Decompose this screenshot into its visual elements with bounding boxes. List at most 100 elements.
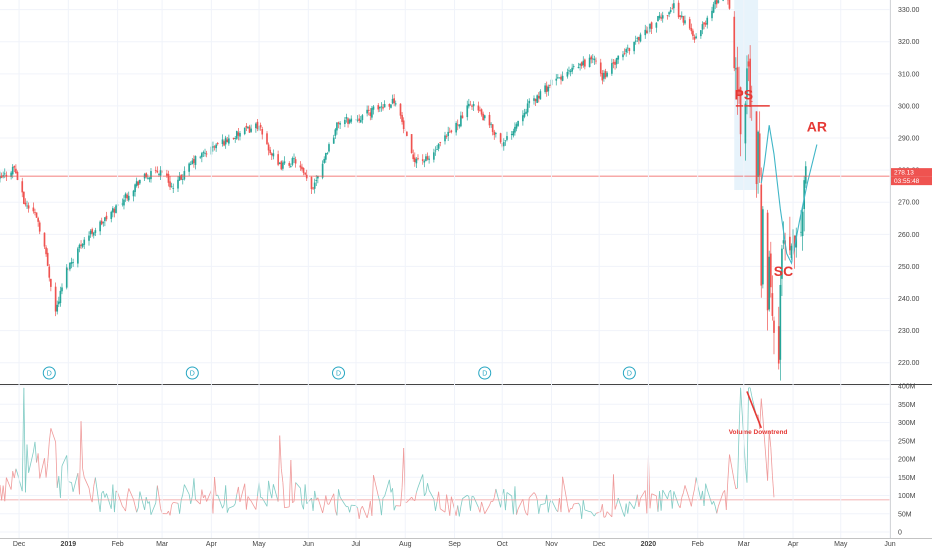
volume-segment [706, 484, 708, 490]
volume-segment [183, 485, 185, 495]
price-tick-label: 230.00 [898, 328, 920, 335]
volume-segment [2, 486, 4, 501]
volume-segment [718, 493, 723, 507]
candle-body [72, 262, 74, 263]
volume-segment [458, 505, 460, 516]
volume-tick-label: 300M [898, 420, 916, 427]
candle-body [126, 195, 128, 199]
volume-tick-label: 150M [898, 475, 916, 482]
volume-segment [394, 506, 396, 511]
volume-segment [583, 500, 585, 510]
volume-segment [251, 501, 256, 509]
candle-body [484, 115, 486, 118]
dividend-marker-label: D [627, 371, 632, 378]
volume-segment [482, 502, 484, 507]
candle-body [206, 154, 208, 155]
candle-body [66, 267, 68, 287]
volume-segment [5, 478, 7, 502]
volume-segment [340, 497, 345, 505]
candle-body [455, 123, 457, 132]
candle-body [595, 61, 597, 62]
volume-segment [313, 491, 315, 511]
volume-segment [38, 453, 40, 478]
candle-body [395, 103, 397, 104]
candle-body [733, 17, 735, 68]
candle-body [592, 58, 594, 59]
candle-body [133, 191, 135, 197]
candle-body [317, 176, 319, 178]
candle-body [325, 153, 327, 160]
candle-body [425, 156, 427, 161]
candle-body [323, 159, 325, 163]
volume-segment [138, 491, 140, 507]
candle-body [357, 120, 359, 121]
volume-segment [49, 428, 51, 442]
candle-body [492, 124, 494, 132]
candle-body [649, 24, 651, 29]
candle-body [290, 166, 292, 167]
time-tick-label: Dec [593, 541, 606, 548]
volume-segment [281, 469, 283, 483]
candle-body [280, 161, 282, 169]
candle-body [134, 184, 136, 192]
candle-body [638, 37, 640, 40]
volume-segment [445, 495, 447, 513]
volume-segment [474, 497, 479, 508]
annotation-ar: AR [807, 119, 827, 135]
volume-segment [617, 498, 619, 504]
volume-segment [25, 445, 27, 493]
volume-segment [305, 484, 307, 503]
candle-body [613, 62, 615, 63]
candle-body [204, 153, 206, 154]
candle-body [177, 180, 179, 189]
volume-segment [229, 506, 234, 508]
candle-body [667, 15, 669, 16]
candle-body [446, 136, 448, 137]
time-tick-label: Dec [13, 541, 26, 548]
volume-segment [218, 495, 223, 508]
candle-body [662, 15, 664, 18]
volume-segment [728, 454, 730, 479]
candle-body [184, 171, 186, 179]
candle-body [188, 163, 190, 171]
candle-body [791, 246, 793, 258]
volume-segment [485, 505, 490, 513]
volume-segment [628, 502, 630, 514]
candle-body [149, 178, 151, 180]
volume-segment [22, 388, 24, 491]
candle-body [783, 240, 785, 243]
volume-segment [345, 505, 347, 507]
candle-body [102, 222, 104, 223]
volume-segment [704, 484, 706, 506]
candle-body [236, 131, 238, 139]
candle-body [479, 110, 481, 111]
volume-segment [48, 442, 50, 463]
candle-body [778, 326, 780, 363]
candle-body [403, 120, 405, 129]
volume-segment [307, 498, 312, 504]
candle-body [358, 119, 360, 121]
candle-body [524, 113, 526, 117]
volume-segment [89, 488, 91, 497]
volume-segment [772, 475, 774, 497]
volume-segment [11, 471, 13, 489]
volume-segment [304, 484, 306, 509]
volume-segment [6, 478, 11, 490]
candle-body [657, 16, 659, 21]
candle-body [681, 16, 683, 17]
candle-body [260, 125, 262, 128]
price-tick-label: 250.00 [898, 264, 920, 271]
candle-body [350, 119, 352, 122]
candle-body [516, 124, 518, 128]
candle-body [228, 138, 230, 143]
volume-segment [402, 448, 404, 488]
candle-body [538, 96, 540, 98]
candle-body [83, 240, 85, 245]
volume-segment [192, 478, 194, 496]
candle-body [136, 181, 138, 186]
volume-segment [661, 490, 663, 511]
volume-segment [272, 484, 274, 498]
volume-segment [761, 399, 763, 418]
